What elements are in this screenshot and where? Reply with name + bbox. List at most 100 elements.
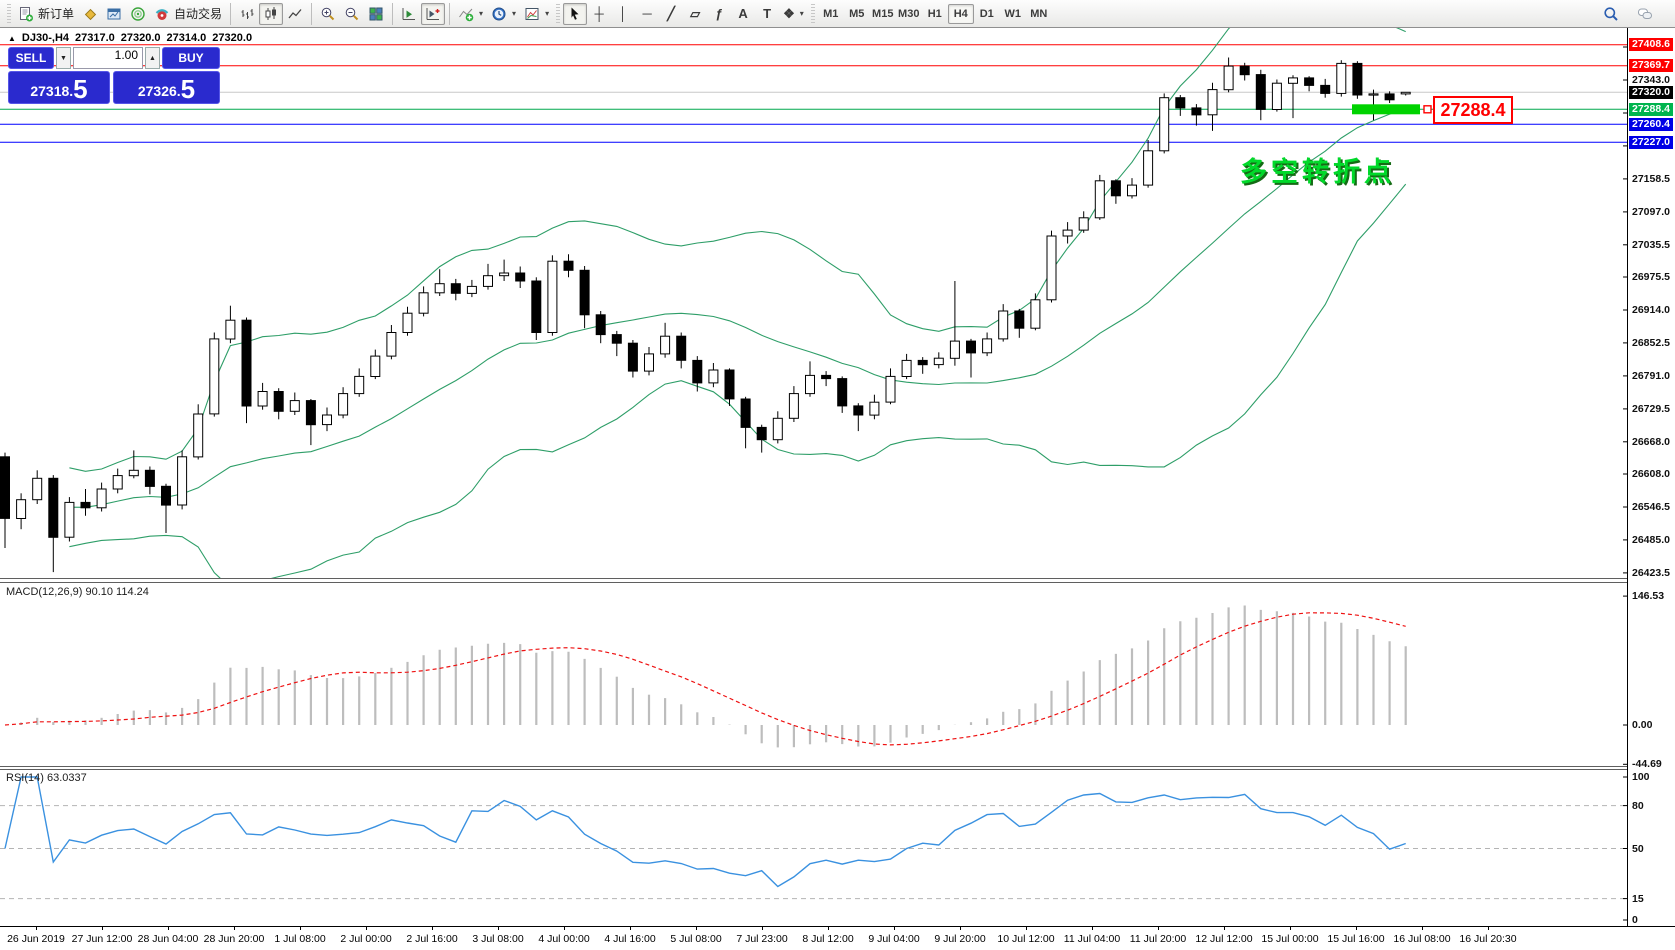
periods-dropdown-icon[interactable]: ▾ [512,9,517,18]
periods-button[interactable]: ▾ [487,3,520,25]
panel-separator[interactable] [0,766,1675,770]
zoom-out-button[interactable] [340,3,364,25]
line-anchor-handle[interactable] [1423,105,1432,114]
macd-tick-label: 0.00 [1632,719,1653,731]
search-button[interactable] [1599,3,1623,25]
timeframe-m30-button[interactable]: M30 [898,7,920,20]
sell-button[interactable]: SELL [8,47,54,69]
candle [1014,308,1025,338]
templates-icon [524,6,540,22]
volume-input[interactable]: 1.00 [73,47,143,69]
timeframe-d1-button[interactable]: D1 [979,7,994,20]
chart-shift-button[interactable] [421,2,446,25]
auto-scroll-icon [401,6,417,22]
text-icon: A [738,6,748,21]
templates-button[interactable]: ▾ [520,3,553,25]
time-tick-label: 15 Jul 16:00 [1327,933,1385,945]
new-order-button[interactable]: 新订单 [14,3,78,25]
candle [901,353,912,380]
collapse-quote-panel-icon[interactable]: ▲ [8,33,16,43]
time-tick-label: 1 Jul 08:00 [274,933,326,945]
candle [161,483,171,533]
bar-chart-button[interactable] [235,3,259,25]
timeframe-m1-button[interactable]: M1 [823,7,839,20]
buy-price[interactable]: 27326. 5 [113,71,220,104]
rsi-panel-canvas[interactable] [0,770,1627,926]
cursor-button[interactable] [563,2,588,25]
time-tick-mark [1422,927,1423,930]
indicators-button[interactable]: ▾ [454,3,487,25]
tile-windows-button[interactable] [364,3,388,25]
toolbar-grip[interactable] [810,3,815,24]
main-chart-canvas[interactable] [0,28,1627,578]
arrows-dropdown-icon[interactable]: ▾ [799,9,804,18]
candle [305,399,316,446]
equidistant-channel-icon: ▱ [690,6,701,21]
price-tick-label: 26668.0 [1632,435,1670,448]
metaeditor-button[interactable] [78,3,102,25]
time-tick-mark [1092,927,1093,930]
fibonacci-button[interactable]: ƒ [707,3,731,25]
rsi-tick-label: 0 [1632,914,1638,926]
candle [660,322,671,358]
horizontal-line-button[interactable]: ─ [635,3,659,25]
vertical-line-button[interactable]: │ [611,3,635,25]
timeframe-m5-button[interactable]: M5 [849,7,865,20]
timeframe-h4-button[interactable]: H4 [947,3,974,24]
candlestick-chart-button[interactable] [259,2,284,25]
line-chart-button[interactable] [283,3,307,25]
time-tick-mark [696,927,697,930]
time-tick-label: 27 Jun 12:00 [71,933,133,945]
toolbar-separator [311,2,313,25]
tile-windows-icon [368,6,384,22]
chat-button[interactable] [1633,3,1657,25]
candle [821,371,832,387]
candle [1030,293,1041,331]
signals-button[interactable] [126,3,150,25]
candle [837,376,848,413]
candle [80,489,91,516]
toolbar-grip[interactable] [7,3,11,24]
fibonacci-icon: ƒ [715,6,723,21]
time-tick-mark [1158,927,1159,930]
time-tick-label: 4 Jul 00:00 [538,933,590,945]
time-tick-mark [1224,927,1225,930]
price-axis[interactable]: 27404.527343.027281.527220.027158.527097… [1627,28,1675,926]
timeframe-w1-button[interactable]: W1 [1004,7,1022,20]
timeframe-h1-button[interactable]: H1 [927,7,942,20]
highlight-bar[interactable] [1352,104,1420,115]
equidistant-channel-button[interactable]: ▱ [683,3,707,25]
autotrading-button[interactable]: 自动交易 [150,3,226,25]
volume-decrease-button[interactable]: ▼ [56,47,71,69]
text-button[interactable]: A [731,3,755,25]
candle [547,255,558,336]
volume-increase-button[interactable]: ▲ [145,47,160,69]
candle [225,305,236,344]
candle [611,330,622,357]
market-watch-button[interactable] [102,3,126,25]
macd-panel-canvas[interactable] [0,583,1627,766]
time-tick-mark [498,927,499,930]
trendline-button[interactable]: ╱ [659,3,683,25]
time-tick-mark [828,927,829,930]
buy-button[interactable]: BUY [162,47,220,69]
chart-annotation-text: 多空转折点 [1240,157,1395,187]
zoom-in-button[interactable] [316,3,340,25]
timeframe-m15-button[interactable]: M15 [872,7,894,20]
timeframe-mn-button[interactable]: MN [1030,7,1048,20]
time-tick-label: 11 Jul 04:00 [1063,933,1121,945]
text-label-button[interactable]: T [755,3,779,25]
panel-separator[interactable] [0,578,1675,583]
time-tick-label: 4 Jul 16:00 [604,933,656,945]
toolbar-grip[interactable] [556,3,561,24]
sell-price[interactable]: 27318. 5 [8,71,110,104]
candle [32,470,43,504]
time-tick-label: 26 Jun 2019 [7,933,65,945]
templates-dropdown-icon[interactable]: ▾ [545,9,550,18]
arrows-button[interactable]: ❖ ▾ [779,3,808,25]
time-axis[interactable]: 26 Jun 2019 27 Jun 12:00 28 Jun 04:00 28 Ju… [0,926,1675,950]
auto-scroll-button[interactable] [397,3,421,25]
indicators-dropdown-icon[interactable]: ▾ [479,9,484,18]
price-tick-label: 27035.5 [1632,238,1670,251]
crosshair-button[interactable]: ┼ [587,3,611,25]
